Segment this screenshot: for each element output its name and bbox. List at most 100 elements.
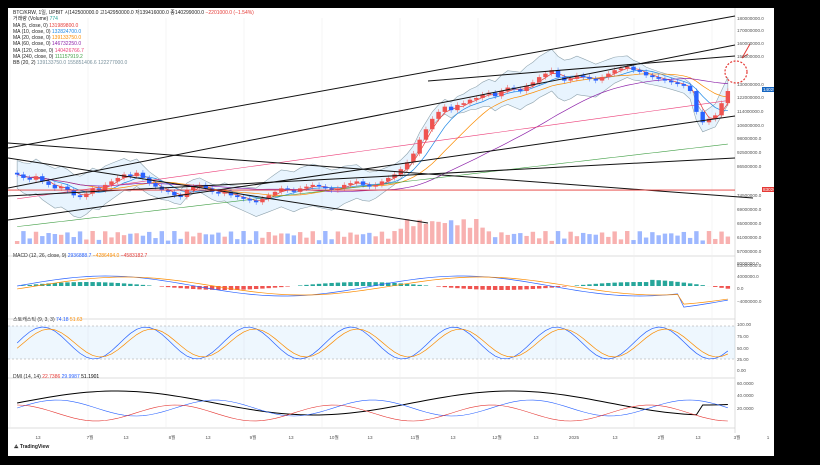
macd-hist-bar bbox=[448, 286, 454, 288]
volume-bar bbox=[725, 236, 731, 244]
macd-hist-bar bbox=[216, 286, 221, 290]
macd-hist-bar bbox=[423, 285, 429, 286]
volume-bar bbox=[530, 231, 536, 244]
volume-bar bbox=[147, 231, 152, 244]
volume-bar bbox=[543, 231, 548, 244]
annotation-arrowhead bbox=[741, 53, 749, 59]
macd-value: 2936888.7 bbox=[67, 253, 92, 259]
macd-hist-bar bbox=[719, 286, 724, 288]
chart-canvas[interactable] bbox=[8, 8, 774, 456]
volume-bar bbox=[241, 231, 246, 244]
candle-body bbox=[599, 77, 605, 81]
volume-bar bbox=[65, 232, 70, 244]
x-axis-label: 13 bbox=[450, 435, 456, 440]
macd-hist-bar bbox=[360, 282, 366, 286]
macd-hist-bar bbox=[492, 286, 498, 290]
volume-bar bbox=[184, 231, 190, 244]
price-axis-label: 114000000.0 bbox=[737, 109, 764, 114]
macd-hist-bar bbox=[574, 285, 580, 286]
price-axis-label: 74500000.0 bbox=[737, 193, 762, 198]
ma240-line bbox=[17, 143, 728, 227]
volume-bar bbox=[260, 237, 265, 244]
volume-bar bbox=[599, 232, 605, 244]
candle-body bbox=[467, 99, 473, 104]
macd-hist-bar bbox=[348, 282, 353, 286]
x-axis-label: 13 bbox=[367, 435, 373, 440]
macd-hist-bar bbox=[159, 286, 165, 287]
volume-bar bbox=[102, 231, 108, 244]
close-value: 종140299000.0 bbox=[170, 10, 205, 16]
macd-hist-bar bbox=[209, 286, 215, 290]
trendline-6 bbox=[427, 55, 736, 82]
volume-bar bbox=[448, 220, 454, 244]
macd-hist-bar bbox=[505, 286, 510, 290]
candle-body bbox=[662, 78, 668, 81]
macd-hist-bar bbox=[555, 286, 561, 288]
candle-body bbox=[694, 91, 699, 112]
price-axis-label: 86500000.0 bbox=[737, 164, 762, 169]
macd-hist-bar bbox=[656, 280, 661, 286]
macd-signal-value: −4286494.0 bbox=[92, 253, 120, 259]
macd-hist-bar bbox=[197, 286, 202, 290]
macd-hist-bar bbox=[304, 284, 309, 286]
volume-bar bbox=[46, 233, 51, 244]
volume-bar bbox=[442, 223, 448, 244]
candle-body bbox=[656, 77, 661, 79]
candle-body bbox=[115, 177, 120, 182]
volume-bar bbox=[304, 237, 309, 244]
volume-bar bbox=[423, 223, 429, 244]
volume-bar bbox=[694, 231, 699, 244]
volume-bar bbox=[492, 237, 498, 244]
volume-bar bbox=[662, 233, 668, 244]
candle-body bbox=[316, 184, 322, 187]
candle-body bbox=[285, 188, 290, 191]
candle-body bbox=[423, 129, 429, 140]
volume-bar bbox=[266, 232, 271, 244]
price-axis-label: 160000000.0 bbox=[737, 41, 764, 46]
candle-body bbox=[681, 84, 687, 86]
volume-row: 거래량 (Volume) 774 bbox=[13, 16, 58, 23]
bb-row: BB (20, 2) 139133750.0 155851406.6 12227… bbox=[13, 60, 128, 67]
macd-hist-bar bbox=[115, 282, 120, 286]
candle-body bbox=[593, 78, 598, 81]
price-axis-label: 61000000.0 bbox=[737, 235, 762, 240]
candle-body bbox=[134, 172, 139, 177]
bb-value: 139133750.0 155851406.6 122277000.0 bbox=[36, 60, 128, 67]
candle-body bbox=[272, 191, 278, 196]
volume-bar bbox=[197, 232, 202, 244]
price-axis-label: 98000000.0 bbox=[737, 136, 762, 141]
candle-body bbox=[27, 177, 32, 180]
stoch-band bbox=[8, 326, 735, 359]
dmi-axis-label: 40.0000 bbox=[737, 393, 754, 398]
macd-hist-bar bbox=[128, 283, 133, 286]
candle-body bbox=[492, 92, 498, 97]
macd-hist-bar bbox=[392, 282, 397, 286]
macd-hist-bar bbox=[511, 286, 517, 290]
volume-bar bbox=[291, 235, 297, 244]
macd-hist-bar bbox=[260, 286, 265, 289]
candle-body bbox=[612, 70, 617, 74]
candle-body bbox=[235, 195, 240, 198]
ma240-row: MA (240, close, 0) 111157919.2 bbox=[13, 54, 83, 61]
macd-hist-bar bbox=[310, 284, 315, 286]
macd-hist-bar bbox=[536, 286, 542, 289]
volume-bar bbox=[486, 231, 492, 244]
macd-hist-bar bbox=[266, 286, 271, 289]
volume-bar bbox=[310, 231, 315, 244]
dmi-label: DMI (14, 14) 22.7386 29.9987 51.1901 bbox=[13, 374, 100, 380]
price-axis-label: 92500000.0 bbox=[737, 150, 762, 155]
macd-hist-bar bbox=[165, 286, 171, 288]
macd-hist-bar bbox=[593, 283, 598, 286]
trendline-0 bbox=[8, 15, 736, 149]
macd-hist-bar bbox=[184, 286, 190, 289]
candle-body bbox=[222, 191, 227, 194]
macd-hist-bar bbox=[386, 282, 391, 286]
volume-bar bbox=[121, 235, 127, 244]
candle-body bbox=[354, 181, 359, 184]
macd-hist-bar bbox=[329, 282, 334, 286]
volume-bar bbox=[209, 234, 215, 244]
symbol-row: BTC/KRW, 1일, UPBIT 시142500000.0 고1429500… bbox=[13, 10, 254, 16]
macd-hist-bar bbox=[486, 286, 492, 290]
candle-body bbox=[411, 153, 416, 163]
macd-label: MACD (12, 26, close, 9) 2936888.7 −42864… bbox=[13, 253, 148, 259]
